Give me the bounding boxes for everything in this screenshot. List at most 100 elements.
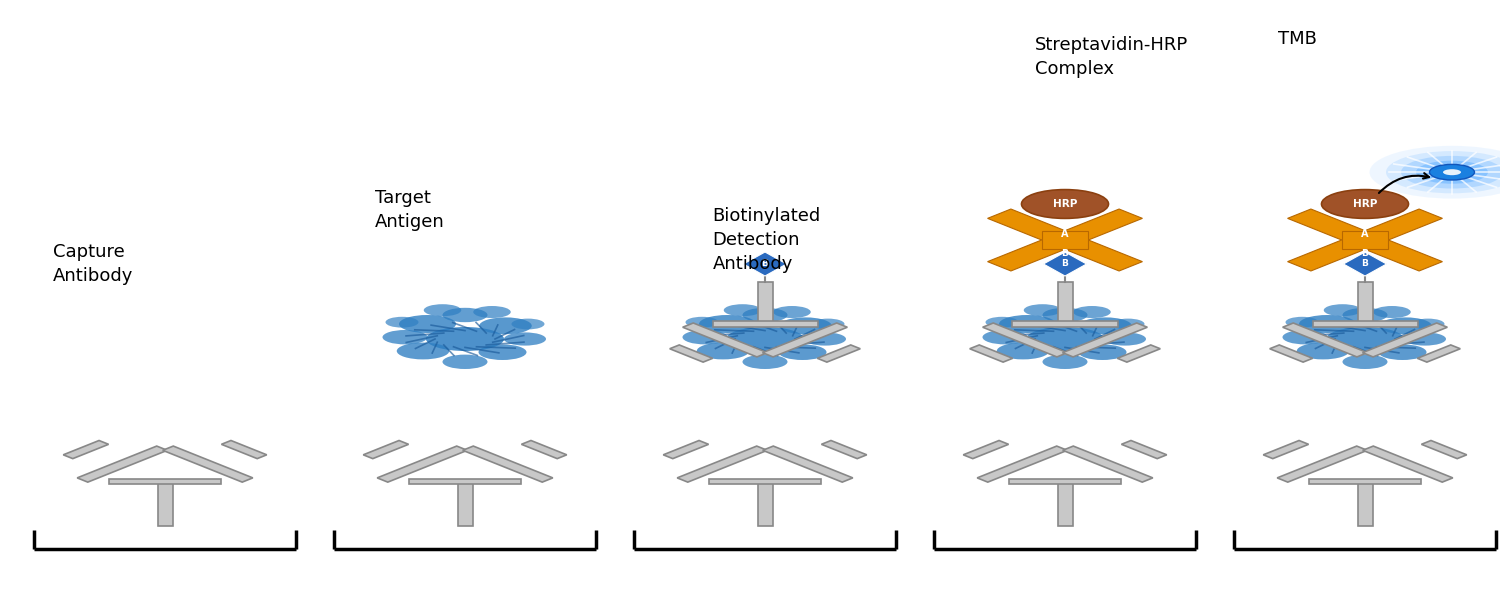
Ellipse shape: [399, 315, 456, 333]
Ellipse shape: [396, 343, 448, 359]
Text: Biotinylated
Detection
Antibody: Biotinylated Detection Antibody: [712, 208, 821, 272]
Polygon shape: [1263, 440, 1308, 458]
Text: Capture
Antibody: Capture Antibody: [53, 243, 134, 285]
Text: A: A: [1362, 229, 1368, 239]
Ellipse shape: [1430, 164, 1474, 180]
Polygon shape: [1013, 322, 1118, 326]
Polygon shape: [669, 345, 712, 362]
Ellipse shape: [1112, 319, 1144, 329]
Ellipse shape: [478, 344, 526, 360]
Ellipse shape: [996, 343, 1050, 359]
Ellipse shape: [1080, 317, 1131, 334]
Ellipse shape: [1042, 308, 1088, 322]
Ellipse shape: [1296, 343, 1350, 359]
Ellipse shape: [699, 315, 756, 333]
Ellipse shape: [986, 317, 1018, 328]
Ellipse shape: [1299, 315, 1356, 333]
Polygon shape: [1362, 446, 1454, 482]
Text: B: B: [1062, 259, 1068, 268]
Polygon shape: [522, 440, 567, 458]
Ellipse shape: [1323, 304, 1362, 316]
Polygon shape: [1276, 446, 1368, 482]
Ellipse shape: [386, 317, 418, 328]
Ellipse shape: [1380, 317, 1431, 334]
Polygon shape: [762, 446, 853, 482]
Polygon shape: [969, 345, 1012, 362]
Ellipse shape: [442, 355, 488, 369]
Polygon shape: [1358, 481, 1372, 526]
Ellipse shape: [696, 343, 750, 359]
Ellipse shape: [1342, 355, 1388, 369]
Polygon shape: [744, 252, 786, 276]
Polygon shape: [462, 446, 554, 482]
Polygon shape: [376, 446, 468, 482]
Polygon shape: [1062, 446, 1154, 482]
Text: Target
Antigen: Target Antigen: [375, 189, 444, 231]
Ellipse shape: [1074, 306, 1110, 318]
Ellipse shape: [1322, 190, 1408, 218]
Text: HRP: HRP: [1353, 199, 1377, 209]
Ellipse shape: [778, 344, 826, 360]
Polygon shape: [1312, 322, 1418, 326]
Ellipse shape: [1078, 344, 1126, 360]
Ellipse shape: [512, 319, 544, 329]
Polygon shape: [110, 479, 222, 484]
Polygon shape: [1044, 252, 1086, 276]
Ellipse shape: [1104, 332, 1146, 346]
Ellipse shape: [1023, 304, 1062, 316]
Polygon shape: [222, 440, 267, 458]
Ellipse shape: [982, 330, 1028, 344]
Text: A: A: [1062, 229, 1068, 239]
Text: B: B: [1362, 248, 1368, 257]
Polygon shape: [1042, 231, 1088, 249]
Ellipse shape: [1282, 330, 1328, 344]
Polygon shape: [987, 209, 1143, 271]
Ellipse shape: [804, 332, 846, 346]
Polygon shape: [976, 446, 1068, 482]
Ellipse shape: [1412, 319, 1444, 329]
Ellipse shape: [1401, 156, 1500, 188]
Polygon shape: [758, 282, 772, 324]
Polygon shape: [363, 440, 408, 458]
Polygon shape: [1122, 440, 1167, 458]
Polygon shape: [758, 481, 772, 526]
Text: B: B: [1062, 248, 1068, 257]
Ellipse shape: [780, 317, 831, 334]
Ellipse shape: [812, 319, 844, 329]
Polygon shape: [1118, 345, 1161, 362]
Polygon shape: [676, 446, 768, 482]
Polygon shape: [1344, 252, 1386, 276]
Ellipse shape: [382, 330, 427, 344]
Ellipse shape: [726, 327, 804, 351]
Ellipse shape: [686, 317, 718, 328]
Ellipse shape: [1386, 151, 1500, 193]
Polygon shape: [1282, 323, 1368, 357]
Polygon shape: [158, 481, 172, 526]
Polygon shape: [162, 446, 254, 482]
Ellipse shape: [723, 304, 760, 316]
Polygon shape: [1358, 282, 1372, 324]
Polygon shape: [818, 345, 861, 362]
Polygon shape: [1342, 231, 1388, 249]
Ellipse shape: [1378, 344, 1426, 360]
Text: B: B: [1362, 259, 1368, 268]
Polygon shape: [682, 323, 768, 357]
Polygon shape: [708, 479, 822, 484]
Polygon shape: [1058, 481, 1072, 526]
Ellipse shape: [999, 315, 1056, 333]
Text: HRP: HRP: [1053, 199, 1077, 209]
Polygon shape: [1062, 323, 1148, 357]
Ellipse shape: [774, 306, 810, 318]
Ellipse shape: [1443, 169, 1461, 175]
Polygon shape: [982, 323, 1068, 357]
Ellipse shape: [1404, 332, 1446, 346]
Polygon shape: [76, 446, 168, 482]
Ellipse shape: [474, 306, 510, 318]
Text: TMB: TMB: [1278, 30, 1317, 48]
Polygon shape: [762, 323, 847, 357]
Polygon shape: [1058, 282, 1072, 324]
Ellipse shape: [682, 330, 728, 344]
Ellipse shape: [442, 308, 488, 322]
Ellipse shape: [1042, 355, 1088, 369]
Ellipse shape: [423, 304, 462, 316]
